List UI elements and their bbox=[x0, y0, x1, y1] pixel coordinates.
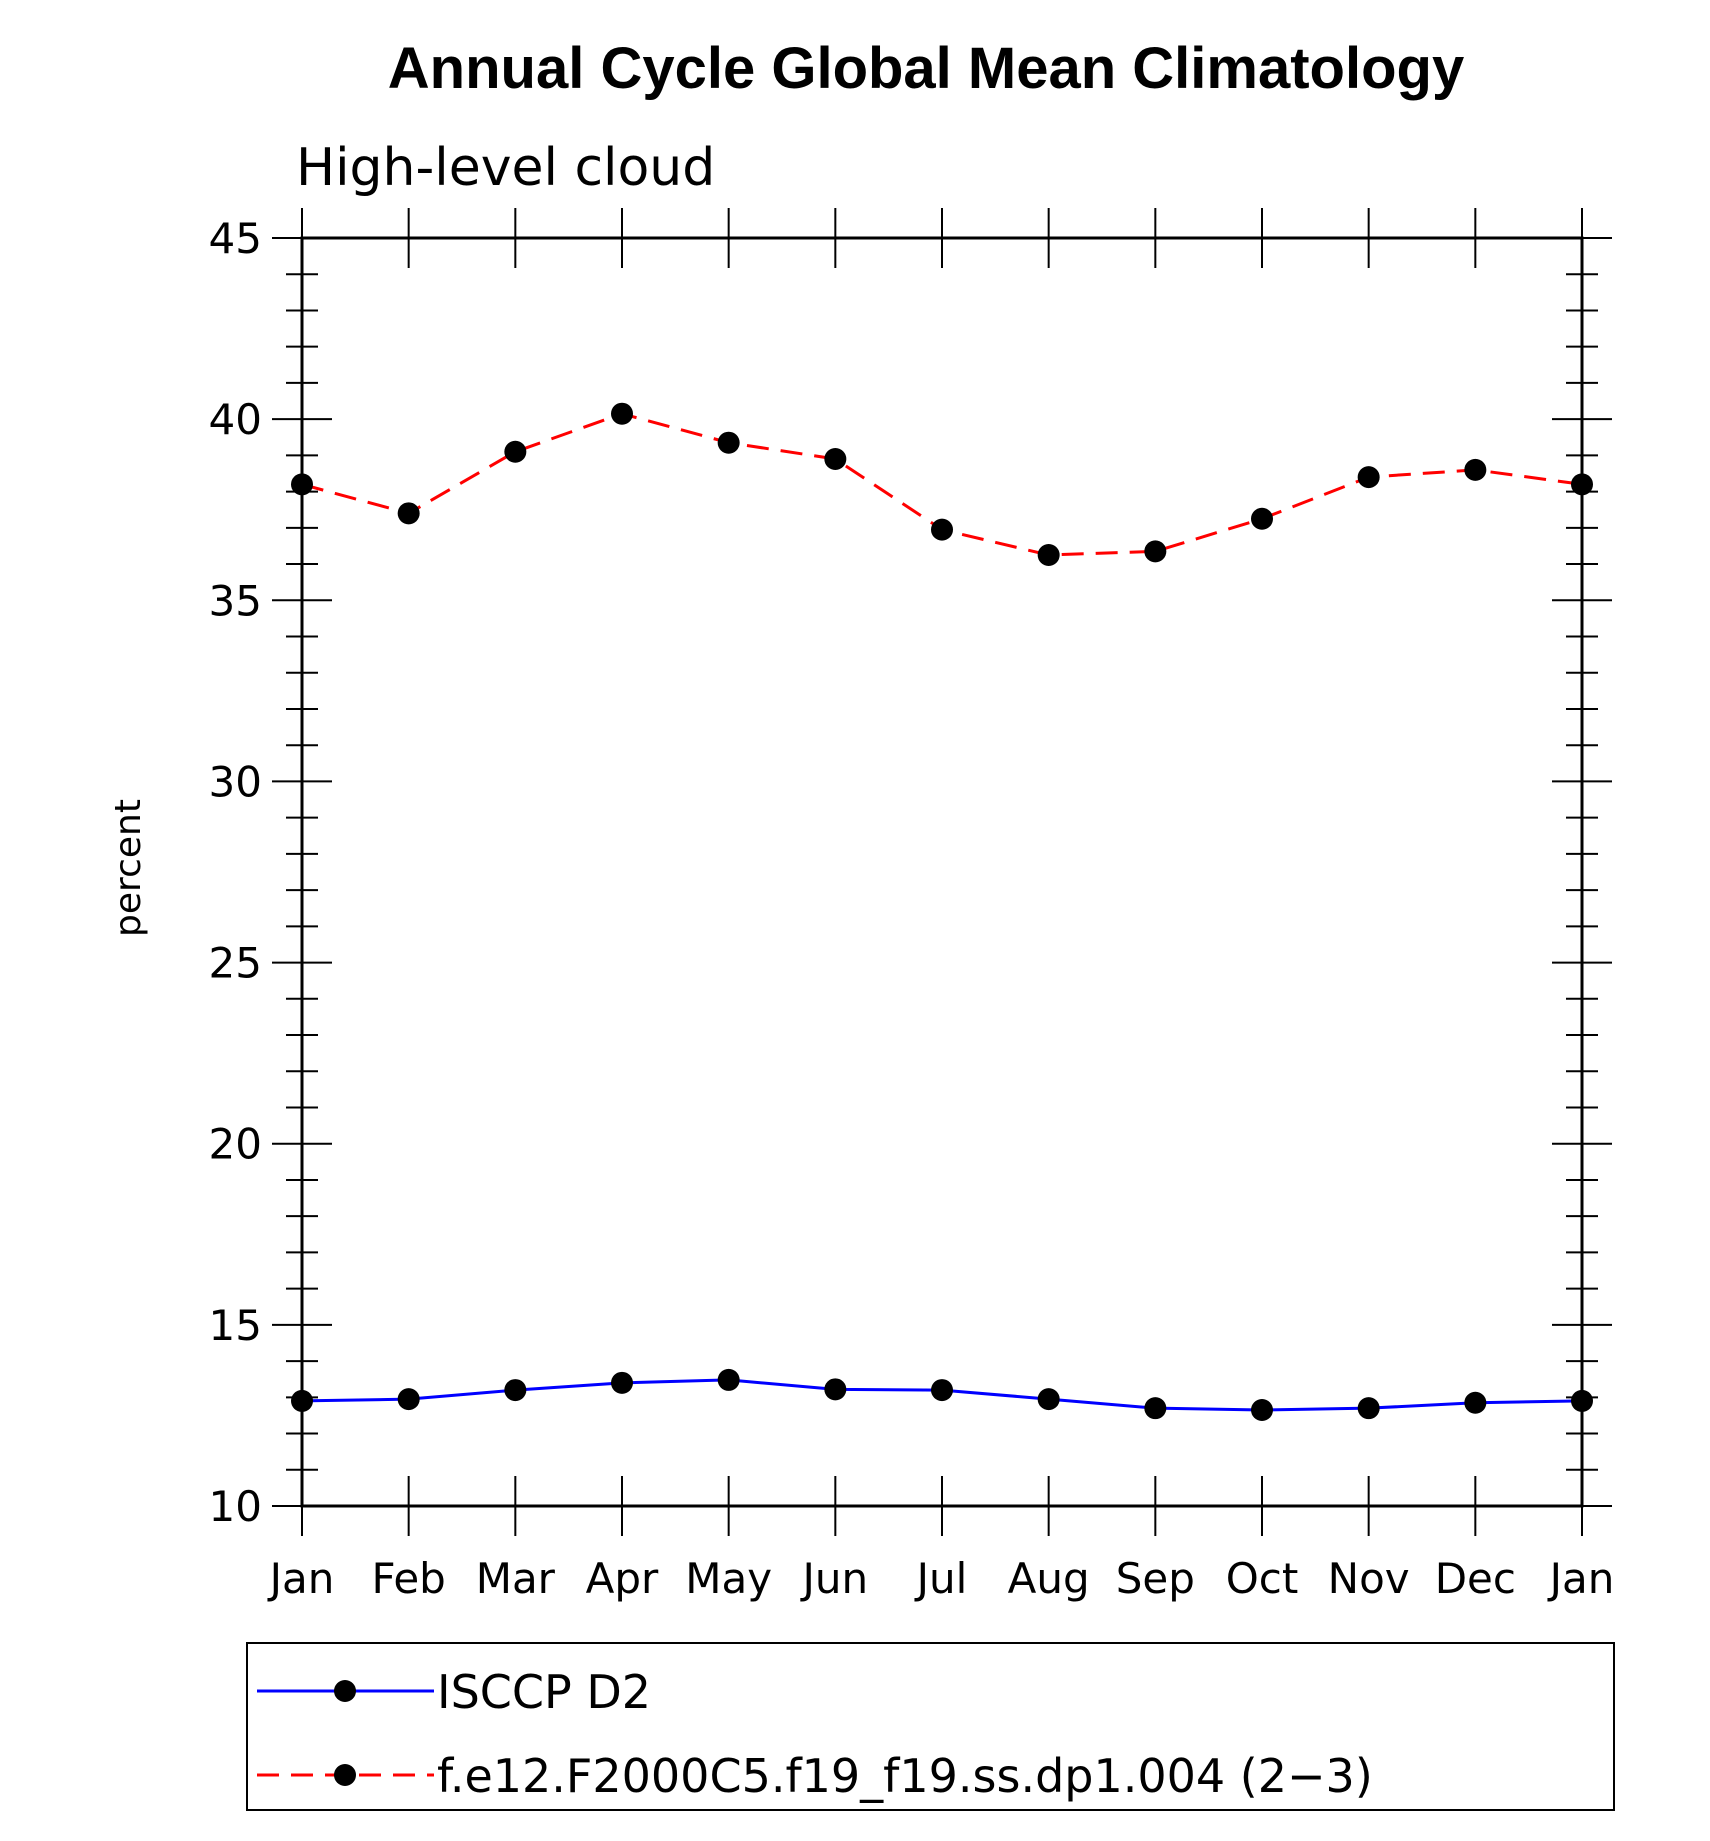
data-point bbox=[931, 518, 953, 541]
data-point bbox=[824, 447, 847, 470]
data-point bbox=[291, 1389, 313, 1412]
y-tick-label: 45 bbox=[209, 214, 262, 263]
data-point bbox=[717, 1368, 740, 1391]
chart-title: Annual Cycle Global Mean Climatology bbox=[388, 36, 1464, 101]
x-tick-label: Nov bbox=[1328, 1554, 1410, 1603]
x-tick-label: May bbox=[685, 1554, 772, 1603]
legend-box bbox=[246, 1642, 1615, 1811]
x-tick-label: Aug bbox=[1008, 1554, 1090, 1603]
x-tick-label: Jul bbox=[914, 1554, 968, 1603]
data-point bbox=[1037, 544, 1060, 566]
data-point bbox=[717, 431, 740, 454]
data-point bbox=[1144, 1397, 1167, 1420]
series-layer bbox=[291, 402, 1593, 1421]
y-tick-label: 15 bbox=[209, 1301, 262, 1350]
data-point bbox=[1251, 507, 1273, 530]
data-point bbox=[1571, 473, 1593, 496]
x-tick-label: Sep bbox=[1116, 1554, 1195, 1603]
legend-label: ISCCP D2 bbox=[437, 1665, 651, 1719]
data-point bbox=[1464, 1391, 1487, 1414]
x-tick-label: Oct bbox=[1226, 1554, 1299, 1603]
plot-frame bbox=[300, 236, 1584, 1508]
data-point bbox=[1357, 466, 1380, 489]
x-tick-label: Apr bbox=[586, 1554, 659, 1603]
data-point bbox=[504, 440, 527, 463]
data-point bbox=[931, 1379, 953, 1402]
x-tick-label: Mar bbox=[476, 1554, 556, 1603]
data-point bbox=[397, 502, 420, 525]
data-point bbox=[1357, 1397, 1380, 1420]
y-tick-label: 40 bbox=[209, 395, 262, 444]
y-tick-label: 35 bbox=[209, 576, 262, 625]
data-point bbox=[1251, 1398, 1273, 1421]
legend: ISCCP D2 f.e12.F2000C5.f19_f19.ss.dp1.004… bbox=[246, 1642, 1615, 1811]
data-point bbox=[1464, 458, 1487, 481]
y-axis-label: percent bbox=[108, 799, 149, 937]
x-tick-label: Jan bbox=[1547, 1554, 1615, 1603]
data-point bbox=[397, 1388, 420, 1411]
legend-marker bbox=[334, 1764, 356, 1786]
data-point bbox=[1037, 1388, 1060, 1411]
data-point bbox=[611, 402, 633, 425]
x-tick-label: Dec bbox=[1435, 1554, 1516, 1603]
y-tick-label: 20 bbox=[209, 1120, 262, 1169]
data-point bbox=[291, 473, 313, 496]
data-point bbox=[1571, 1389, 1593, 1412]
data-point bbox=[1144, 540, 1167, 563]
x-tick-label: Jan bbox=[267, 1554, 335, 1603]
data-point bbox=[824, 1378, 847, 1401]
data-point bbox=[611, 1371, 633, 1394]
y-tick-label: 25 bbox=[209, 939, 262, 988]
x-tick-label: Feb bbox=[371, 1554, 445, 1603]
axes: 10 15 20 25 30 35 40 45 Jan Feb Mar Apr May Jun Jul Aug… bbox=[209, 208, 1615, 1603]
legend-marker bbox=[334, 1680, 356, 1702]
chart-subtitle: High-level cloud bbox=[296, 138, 715, 198]
data-point bbox=[504, 1379, 527, 1402]
y-tick-label: 10 bbox=[209, 1482, 262, 1531]
legend-label: f.e12.F2000C5.f19_f19.ss.dp1.004 (2−3) bbox=[437, 1749, 1373, 1803]
y-tick-label: 30 bbox=[209, 757, 262, 806]
x-tick-label: Jun bbox=[800, 1554, 869, 1603]
